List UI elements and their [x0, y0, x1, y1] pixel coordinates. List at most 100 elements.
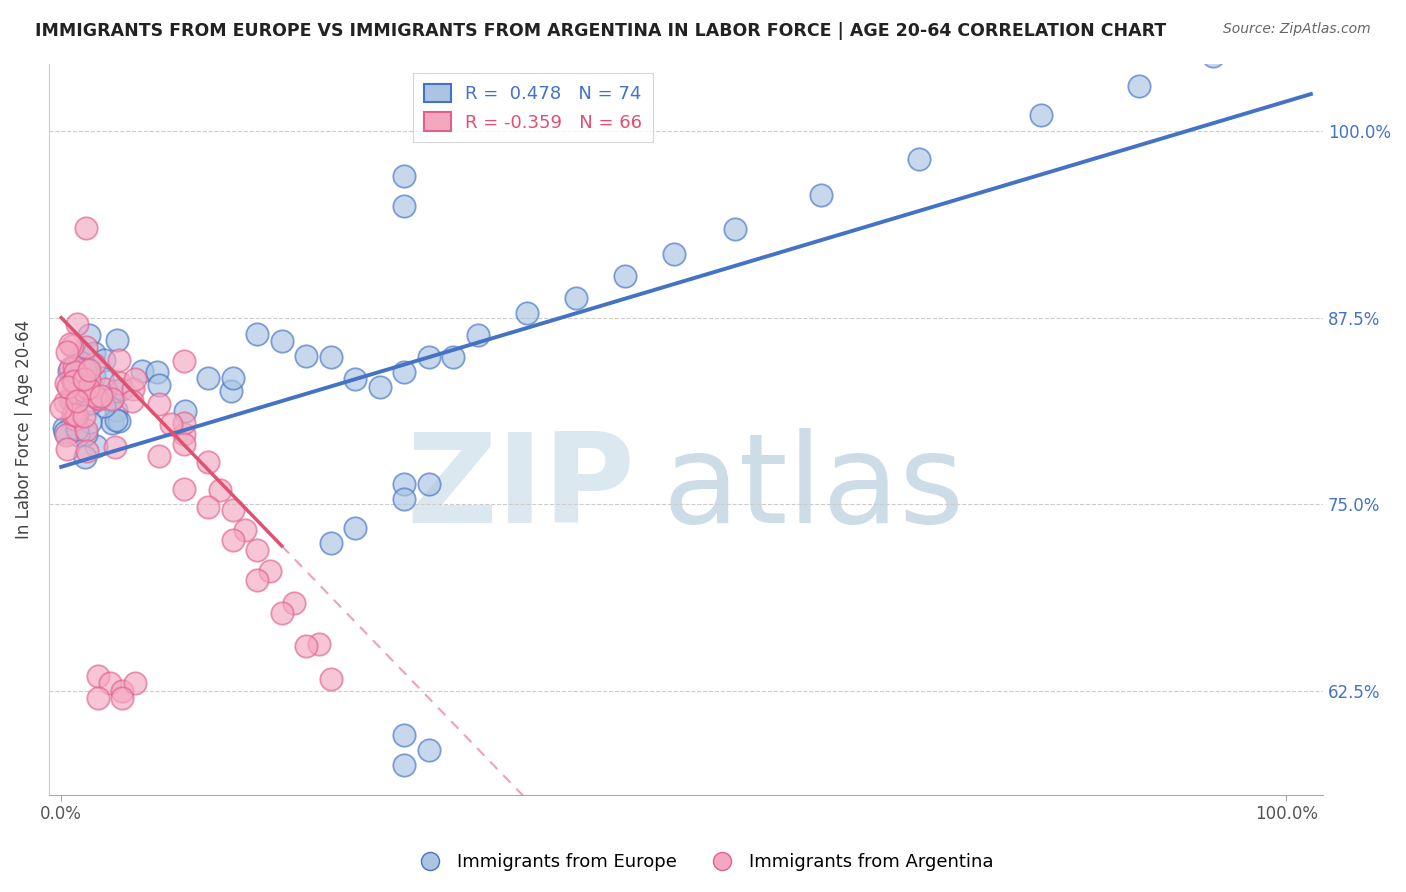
Point — [219, 384, 242, 398]
Point — [75, 380, 97, 394]
Point — [63, 411, 86, 425]
Point — [58, 380, 80, 394]
Point — [222, 371, 245, 385]
Point — [394, 758, 416, 772]
Point — [87, 691, 110, 706]
Point — [1275, 20, 1298, 34]
Point — [63, 374, 86, 388]
Point — [58, 364, 80, 378]
Point — [60, 339, 83, 353]
Point — [270, 606, 292, 620]
Point — [87, 392, 110, 407]
Point — [246, 573, 269, 587]
Point — [59, 392, 82, 406]
Point — [75, 387, 97, 401]
Point — [122, 383, 145, 397]
Point — [104, 403, 127, 417]
Point — [72, 384, 94, 398]
Point — [344, 372, 367, 386]
Point — [107, 414, 129, 428]
Point — [246, 326, 269, 341]
Point — [83, 368, 105, 383]
Point — [69, 354, 91, 368]
Point — [394, 169, 416, 183]
Point — [105, 333, 128, 347]
Point — [131, 364, 153, 378]
Point — [72, 382, 94, 396]
Point — [79, 415, 101, 429]
Point — [197, 455, 219, 469]
Point — [93, 399, 115, 413]
Point — [662, 247, 685, 261]
Point — [83, 345, 105, 359]
Point — [270, 334, 292, 349]
Legend: Immigrants from Europe, Immigrants from Argentina: Immigrants from Europe, Immigrants from … — [405, 847, 1001, 879]
Point — [84, 439, 107, 453]
Point — [98, 676, 121, 690]
Point — [148, 450, 170, 464]
Point — [101, 417, 124, 431]
Point — [60, 414, 83, 428]
Point — [52, 420, 75, 434]
Point — [55, 376, 77, 390]
Point — [63, 359, 86, 374]
Point — [295, 350, 318, 364]
Point — [90, 371, 112, 385]
Point — [110, 376, 132, 390]
Point — [209, 483, 232, 497]
Point — [1202, 49, 1225, 63]
Point — [418, 743, 440, 757]
Text: atlas: atlas — [662, 427, 965, 549]
Point — [1128, 78, 1150, 93]
Point — [246, 543, 269, 558]
Point — [197, 500, 219, 515]
Point — [467, 328, 489, 343]
Point — [86, 391, 108, 405]
Point — [160, 417, 183, 432]
Point — [66, 422, 89, 436]
Point — [418, 350, 440, 364]
Point — [66, 428, 89, 442]
Point — [308, 637, 330, 651]
Point — [441, 351, 464, 365]
Point — [65, 392, 87, 406]
Point — [75, 427, 97, 442]
Point — [105, 413, 128, 427]
Point — [100, 392, 122, 407]
Text: Source: ZipAtlas.com: Source: ZipAtlas.com — [1223, 22, 1371, 37]
Point — [73, 450, 96, 464]
Point — [65, 408, 87, 422]
Point — [810, 188, 832, 202]
Point — [121, 393, 143, 408]
Point — [394, 199, 416, 213]
Point — [62, 375, 84, 389]
Point — [73, 372, 96, 386]
Point — [197, 371, 219, 385]
Point — [394, 365, 416, 379]
Point — [72, 346, 94, 360]
Point — [77, 373, 100, 387]
Point — [344, 521, 367, 535]
Point — [124, 372, 146, 386]
Point — [60, 371, 83, 385]
Point — [724, 221, 747, 235]
Text: IMMIGRANTS FROM EUROPE VS IMMIGRANTS FROM ARGENTINA IN LABOR FORCE | AGE 20-64 C: IMMIGRANTS FROM EUROPE VS IMMIGRANTS FRO… — [35, 22, 1167, 40]
Point — [111, 691, 134, 706]
Point — [59, 360, 82, 375]
Point — [295, 639, 318, 653]
Y-axis label: In Labor Force | Age 20-64: In Labor Force | Age 20-64 — [15, 320, 32, 539]
Point — [368, 380, 391, 394]
Point — [319, 536, 342, 550]
Point — [55, 427, 77, 442]
Point — [79, 328, 101, 343]
Point — [222, 503, 245, 517]
Point — [66, 317, 89, 331]
Point — [75, 340, 97, 354]
Point — [146, 365, 169, 379]
Point — [1031, 108, 1053, 122]
Point — [148, 378, 170, 392]
Point — [59, 337, 82, 351]
Point — [394, 728, 416, 742]
Point — [94, 382, 117, 396]
Point — [65, 385, 87, 400]
